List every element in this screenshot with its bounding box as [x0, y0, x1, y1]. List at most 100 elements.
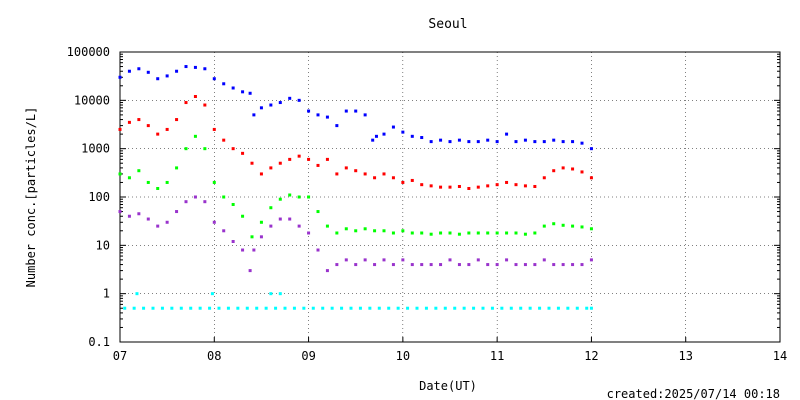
data-point-s1 [137, 118, 141, 122]
data-point-s1 [231, 147, 235, 151]
data-point-s4 [547, 306, 551, 310]
data-point-s1 [269, 166, 273, 170]
data-point-s0 [165, 74, 169, 78]
data-point-s1 [118, 127, 122, 131]
data-point-s4 [208, 306, 212, 310]
data-point-s2 [193, 134, 197, 138]
data-point-s2 [523, 232, 527, 236]
data-point-s4 [424, 306, 428, 310]
data-point-s1 [335, 172, 339, 176]
data-point-s2 [410, 231, 414, 235]
data-point-s3 [363, 258, 367, 262]
data-point-s2 [297, 195, 301, 199]
data-point-s0 [325, 115, 329, 119]
data-point-s3 [410, 263, 414, 267]
data-point-s4 [566, 306, 570, 310]
data-point-s1 [184, 101, 188, 105]
data-point-s4 [500, 306, 504, 310]
data-point-s3 [523, 263, 527, 267]
data-point-s4 [490, 306, 494, 310]
data-point-s4 [217, 306, 221, 310]
data-point-s0 [316, 113, 320, 117]
data-point-s3 [231, 240, 235, 244]
data-point-s4 [236, 306, 240, 310]
data-point-s3 [252, 248, 256, 252]
data-point-s1 [354, 169, 358, 173]
data-point-s0 [467, 140, 471, 144]
data-point-s4 [585, 306, 589, 310]
data-point-s0 [561, 140, 565, 144]
data-point-s3 [514, 263, 518, 267]
data-point-s2 [420, 231, 424, 235]
data-point-s1 [486, 184, 490, 188]
data-point-s0 [533, 140, 537, 144]
data-point-s1 [250, 161, 254, 165]
data-point-s2 [307, 195, 311, 199]
data-point-s1 [439, 185, 443, 189]
data-point-s0 [363, 113, 367, 117]
data-point-s0 [137, 67, 141, 71]
data-point-s1 [259, 172, 263, 176]
data-point-s1 [523, 184, 527, 188]
data-point-s2 [533, 231, 537, 235]
data-point-s3 [175, 210, 179, 214]
data-point-s2 [382, 229, 386, 233]
data-point-s4 [278, 292, 282, 296]
data-point-s3 [212, 220, 216, 224]
data-point-s4 [377, 306, 381, 310]
data-point-s1 [212, 127, 216, 131]
data-point-s0 [354, 109, 358, 113]
data-point-s2 [448, 231, 452, 235]
data-point-s3 [146, 217, 150, 221]
x-tick-label: 07 [113, 349, 127, 363]
data-point-s3 [495, 263, 499, 267]
data-point-s2 [561, 223, 565, 227]
data-point-s4 [509, 306, 513, 310]
x-tick-label: 08 [207, 349, 221, 363]
data-point-s4 [519, 306, 523, 310]
data-point-s3 [382, 258, 386, 262]
data-point-s2 [118, 172, 122, 176]
data-point-s0 [523, 138, 527, 142]
x-axis-label: Date(UT) [419, 379, 477, 393]
data-point-s0 [552, 138, 556, 142]
data-point-s2 [156, 186, 160, 190]
data-point-s0 [288, 96, 292, 100]
axis-ticks: 07 08 09 10 11 12 13 14 0.1 1 10 100 1000 10000 100000 [67, 45, 788, 363]
data-point-s4 [132, 306, 136, 310]
data-point-s0 [401, 130, 405, 134]
data-point-s4 [321, 306, 325, 310]
data-point-s3 [467, 263, 471, 267]
data-point-s1 [203, 103, 207, 107]
data-point-s0 [146, 70, 150, 74]
data-point-s3 [118, 210, 122, 214]
data-point-s1 [420, 183, 424, 187]
data-point-s4 [330, 306, 334, 310]
data-point-s4 [210, 292, 214, 296]
data-point-s4 [358, 306, 362, 310]
data-point-s4 [443, 306, 447, 310]
data-point-s3 [307, 231, 311, 235]
data-point-s4 [255, 306, 259, 310]
data-point-s1 [429, 184, 433, 188]
data-point-s4 [538, 306, 542, 310]
data-point-s3 [297, 224, 301, 228]
data-point-s0 [156, 77, 160, 81]
data-point-s1 [401, 180, 405, 184]
data-point-s2 [203, 147, 207, 151]
data-point-s4 [151, 306, 155, 310]
data-point-s4 [135, 292, 139, 296]
y-tick-label: 1000 [81, 142, 110, 156]
data-point-s2 [175, 166, 179, 170]
data-point-s0 [410, 134, 414, 138]
data-point-s0 [514, 140, 518, 144]
data-point-s1 [533, 184, 537, 188]
data-point-s2 [495, 231, 499, 235]
data-point-s3 [476, 258, 480, 262]
data-point-s4 [274, 306, 278, 310]
data-point-s3 [505, 258, 509, 262]
data-point-s2 [146, 180, 150, 184]
data-point-s3 [127, 214, 131, 218]
data-point-s2 [127, 176, 131, 180]
